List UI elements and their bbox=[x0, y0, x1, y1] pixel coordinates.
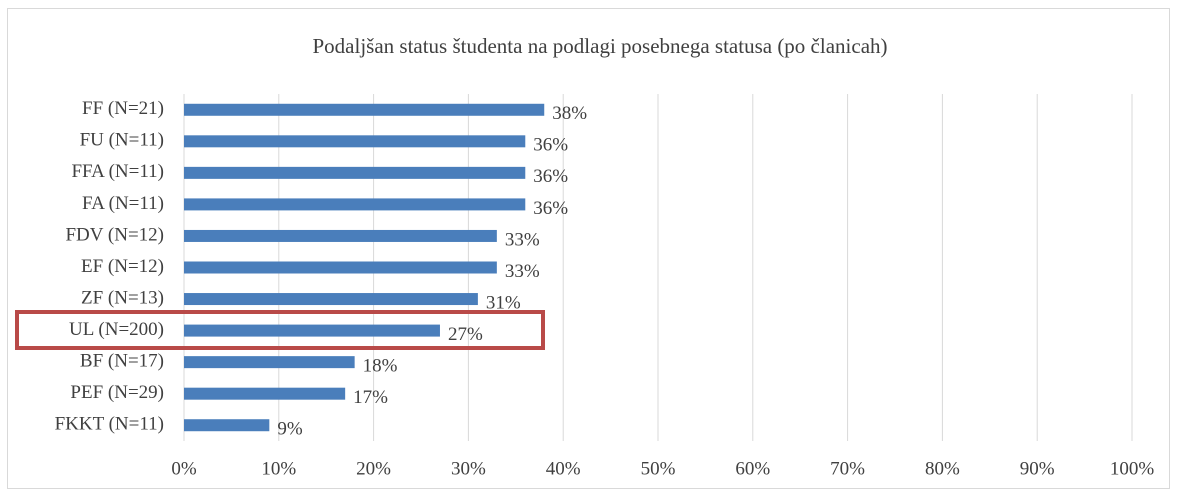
data-label: 31% bbox=[486, 292, 521, 313]
x-tick-label: 90% bbox=[1020, 458, 1055, 479]
data-label: 27% bbox=[448, 324, 483, 345]
bar bbox=[184, 166, 526, 179]
bar bbox=[184, 229, 497, 242]
y-tick-label: PEF (N=29) bbox=[70, 382, 164, 403]
y-tick-label: BF (N=17) bbox=[80, 350, 164, 371]
y-tick-label: EF (N=12) bbox=[81, 256, 164, 277]
x-tick-label: 10% bbox=[261, 458, 296, 479]
plot: 0% 10% 20% 30% 40% 50% 60% 70% 80% 90% 100% FF (N=2… bbox=[55, 94, 1155, 479]
data-label: 17% bbox=[353, 387, 388, 408]
bar bbox=[184, 135, 526, 148]
x-tick-label: 70% bbox=[830, 458, 865, 479]
bar bbox=[184, 324, 440, 337]
x-tick-label: 0% bbox=[171, 458, 197, 479]
data-label: 33% bbox=[505, 261, 540, 282]
highlight-box bbox=[15, 310, 545, 350]
x-tick-label: 100% bbox=[1110, 458, 1155, 479]
y-tick-label: FKKT (N=11) bbox=[55, 414, 164, 435]
y-tick-label: ZF (N=13) bbox=[81, 287, 164, 308]
x-tick-label: 80% bbox=[925, 458, 960, 479]
bar bbox=[184, 293, 478, 306]
bar bbox=[184, 103, 545, 116]
data-label: 38% bbox=[552, 103, 587, 124]
x-tick-label: 30% bbox=[451, 458, 486, 479]
y-tick-label: FA (N=11) bbox=[82, 193, 164, 214]
data-label: 36% bbox=[533, 198, 568, 219]
y-tick-label: FF (N=21) bbox=[82, 98, 164, 119]
data-label: 33% bbox=[505, 229, 540, 250]
x-tick-label: 60% bbox=[735, 458, 770, 479]
bar bbox=[184, 387, 346, 400]
y-tick-label: FDV (N=12) bbox=[65, 224, 164, 245]
x-tick-label: 20% bbox=[356, 458, 391, 479]
x-tick-label: 50% bbox=[641, 458, 676, 479]
data-label: 18% bbox=[363, 355, 398, 376]
bar bbox=[184, 261, 497, 274]
data-label: 36% bbox=[533, 166, 568, 187]
bar bbox=[184, 198, 526, 211]
y-tick-label: UL (N=200) bbox=[69, 319, 164, 340]
chart-title: Podaljšan status študenta na podlagi pos… bbox=[312, 34, 887, 58]
x-tick-label: 40% bbox=[546, 458, 581, 479]
data-label: 9% bbox=[277, 419, 303, 440]
bar bbox=[184, 356, 355, 369]
bar bbox=[184, 419, 270, 432]
chart-border bbox=[7, 8, 1170, 489]
y-tick-label: FFA (N=11) bbox=[71, 161, 164, 182]
data-label: 36% bbox=[533, 135, 568, 156]
y-tick-label: FU (N=11) bbox=[80, 130, 164, 151]
